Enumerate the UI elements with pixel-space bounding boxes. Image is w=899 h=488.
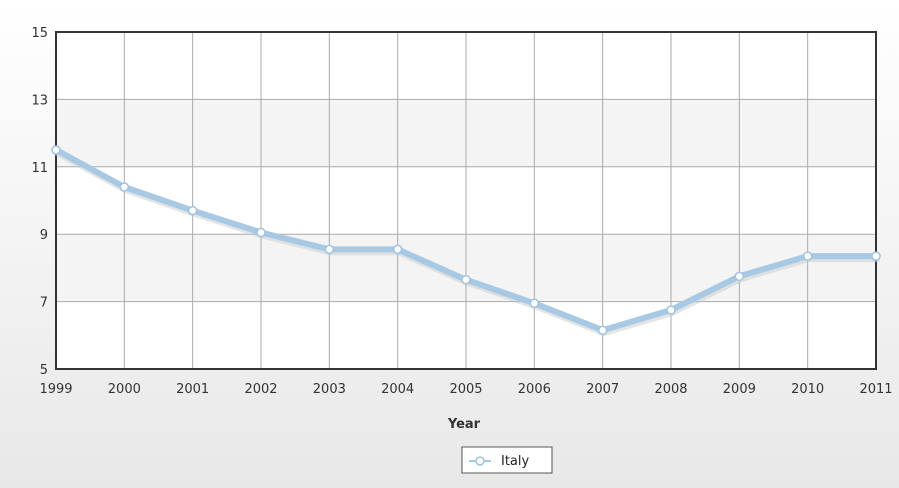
x-tick-label: 2007 [586,382,619,397]
data-point[interactable] [597,325,608,335]
legend-label-italy: Italy [501,454,530,469]
data-point[interactable] [51,145,61,155]
x-tick-label: 2004 [381,382,414,397]
x-tick-label: 2011 [859,382,892,397]
axes: 5 7 9 11 13 15 1999 2000 2001 2002 2003 2004 2005 200… [31,26,892,397]
data-point[interactable] [256,227,266,238]
y-tick-label: 7 [40,296,48,311]
legend[interactable]: Italy [461,446,553,474]
y-tick-label: 5 [40,363,48,378]
y-tick-label: 13 [31,93,48,108]
data-point[interactable] [392,244,403,255]
x-tick-label: 2010 [791,382,824,397]
x-tick-label: 2001 [176,382,209,397]
legend-marker-icon [475,456,485,466]
y-tick-label: 11 [31,161,48,176]
x-tick-label: 2003 [313,382,346,397]
data-point[interactable] [119,182,130,192]
data-point[interactable] [324,244,335,255]
plot-border [55,31,877,370]
data-point[interactable] [461,274,471,285]
x-tick-label: 1999 [39,382,72,397]
data-point[interactable] [734,271,745,282]
data-point[interactable] [666,305,676,315]
data-point[interactable] [802,251,813,261]
x-axis-title: Year [447,417,481,432]
plot-area [56,32,876,369]
x-tick-label: 2006 [518,382,551,397]
data-point[interactable] [529,298,540,309]
y-tick-label: 9 [40,228,48,243]
data-point[interactable] [187,205,198,216]
data-point[interactable] [871,251,881,261]
y-tick-label: 15 [31,26,48,41]
x-tick-label: 2002 [244,382,277,397]
x-tick-label: 2008 [654,382,687,397]
x-tick-label: 2000 [108,382,141,397]
series-layer [51,145,881,337]
x-tick-label: 2005 [449,382,482,397]
x-tick-label: 2009 [723,382,756,397]
